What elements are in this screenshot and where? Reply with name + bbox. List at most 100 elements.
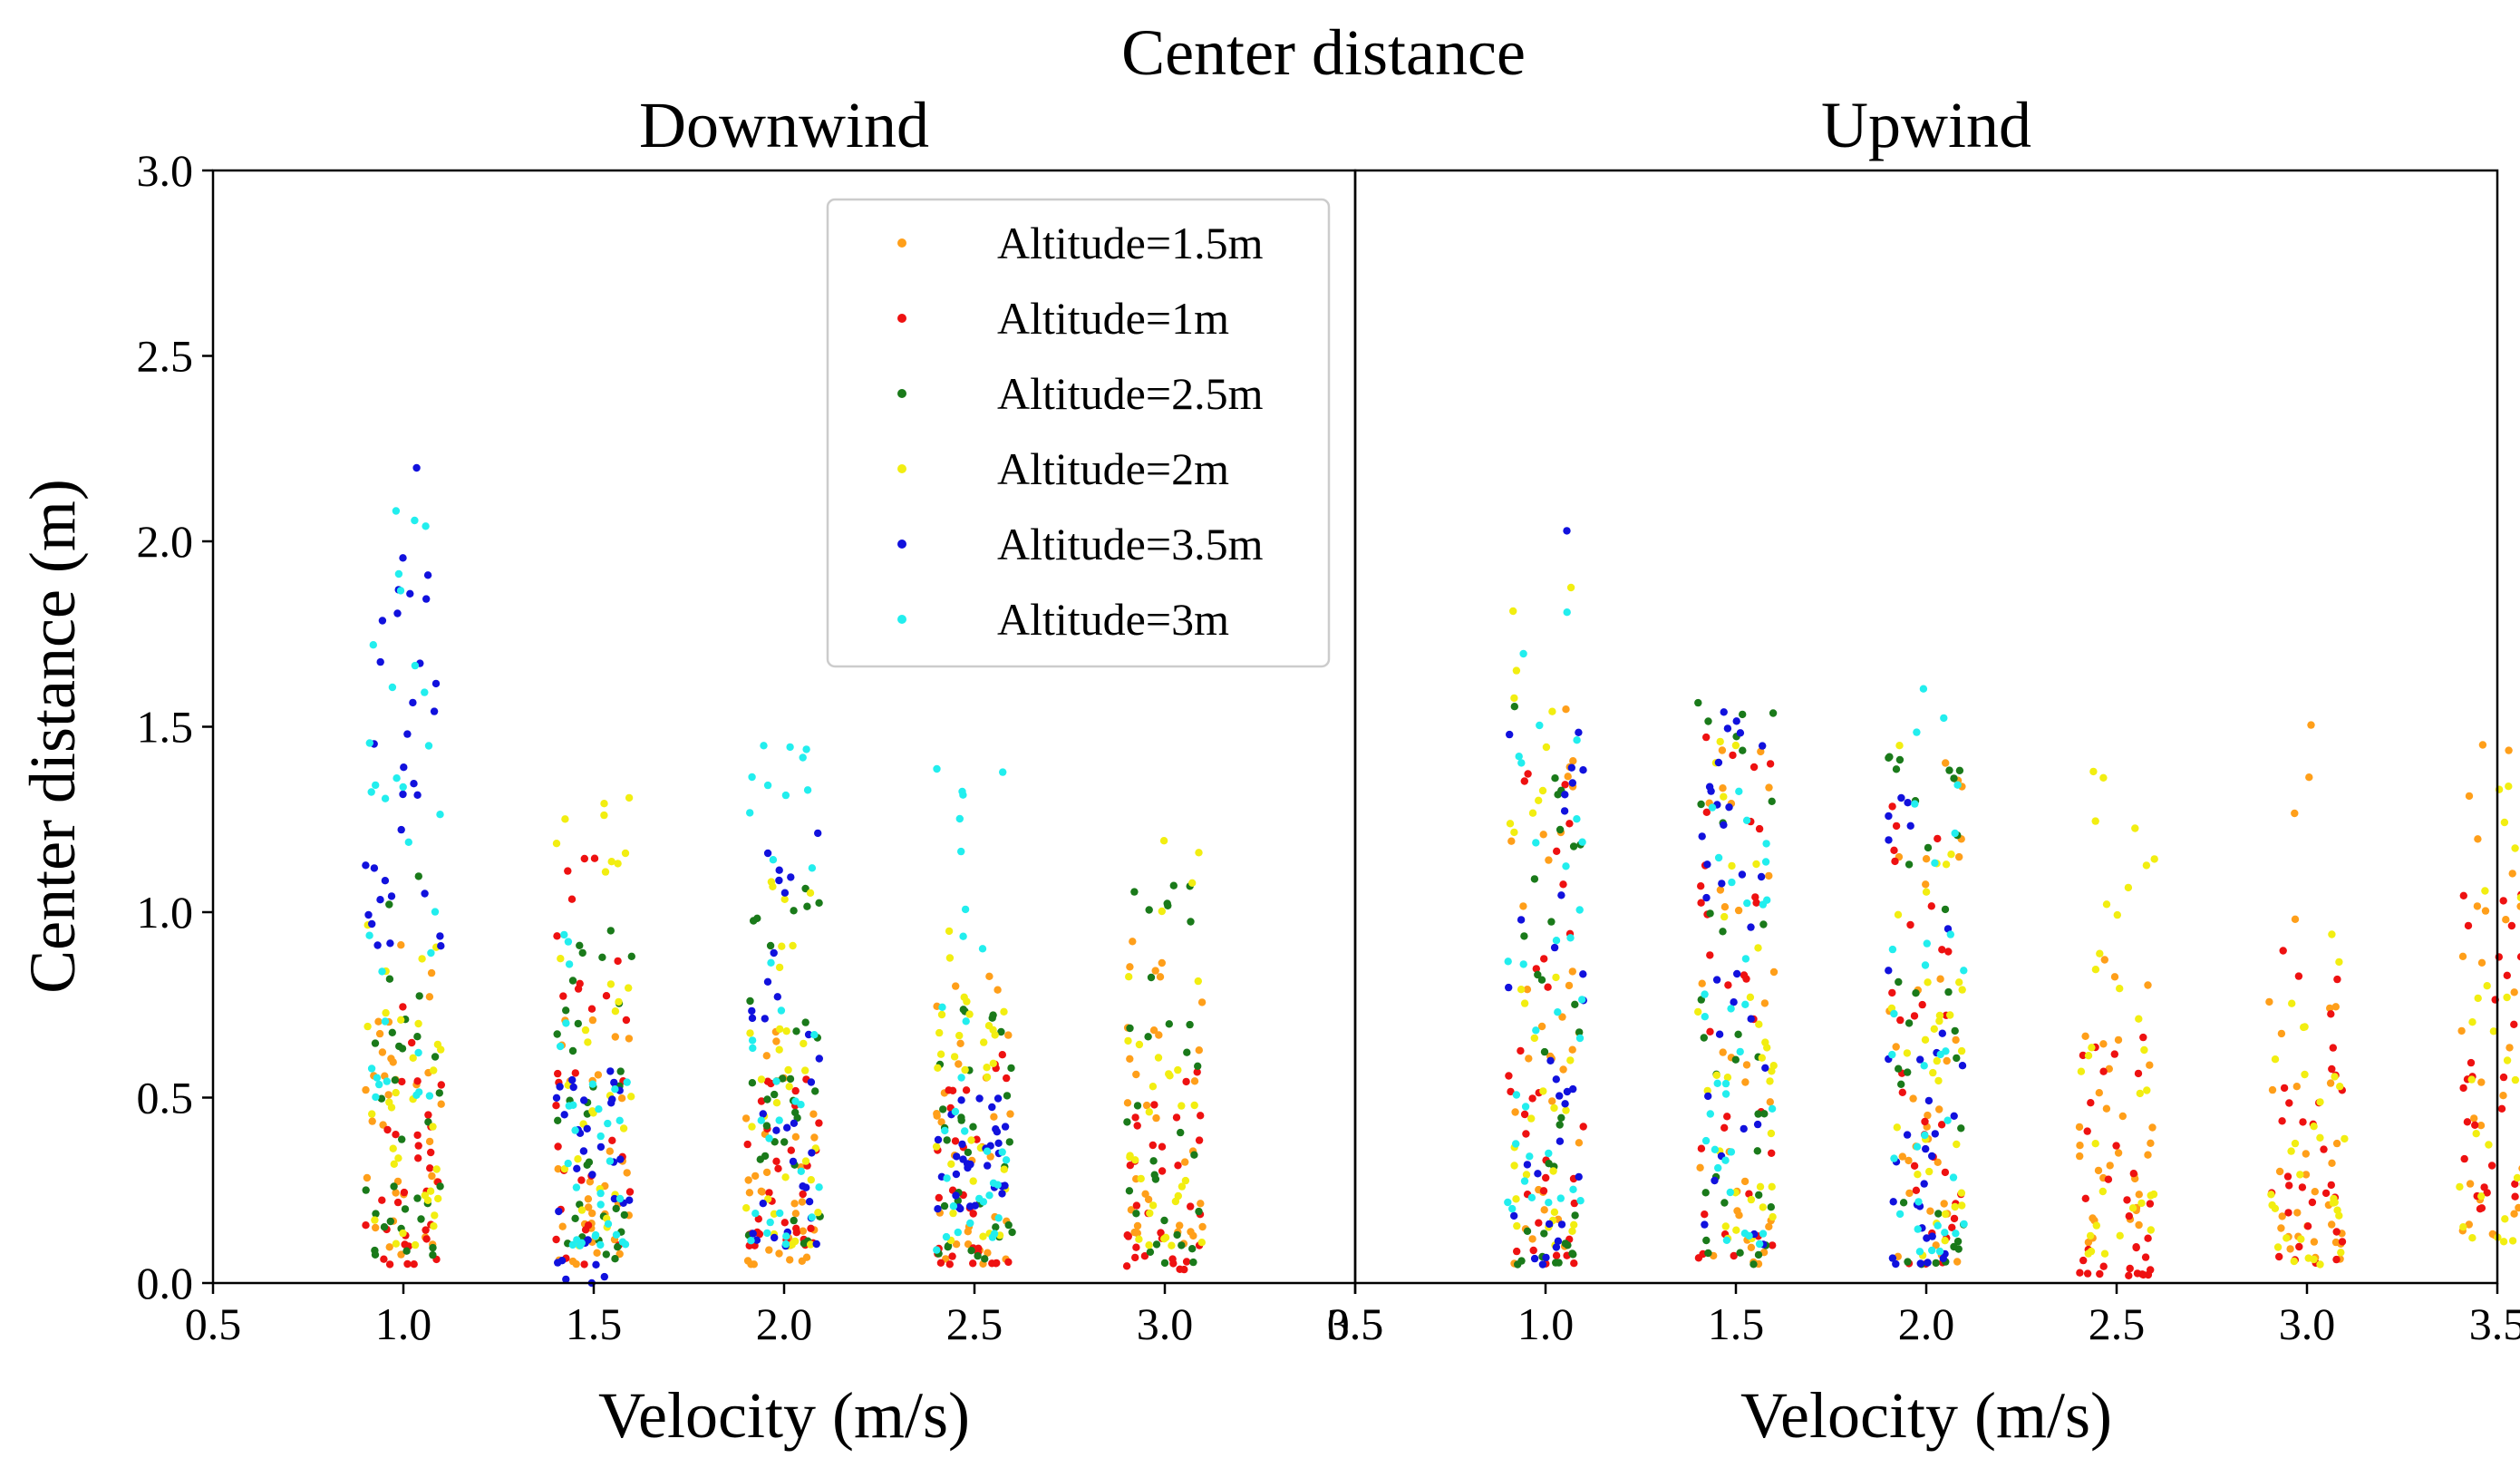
- point-altitude-3m: [383, 1077, 391, 1085]
- point-altitude-1-5m: [425, 993, 434, 1001]
- point-altitude-1-5m: [1696, 1163, 1704, 1172]
- point-altitude-2-5m: [1187, 918, 1195, 926]
- point-altitude-3-5m: [376, 896, 384, 904]
- legend-marker: [897, 238, 906, 248]
- point-altitude-2-5m: [1165, 1020, 1174, 1028]
- point-altitude-1m: [1938, 946, 1946, 954]
- point-altitude-1-5m: [1720, 903, 1730, 911]
- point-altitude-1-5m: [1198, 1222, 1207, 1231]
- point-altitude-2m: [2341, 1134, 2349, 1143]
- point-altitude-1-5m: [790, 1200, 799, 1208]
- point-altitude-1-5m: [1559, 1065, 1567, 1074]
- point-altitude-1m: [1948, 1223, 1956, 1232]
- point-altitude-2-5m: [964, 1148, 973, 1157]
- point-altitude-2-5m: [431, 1053, 440, 1061]
- point-altitude-2m: [947, 1160, 955, 1169]
- point-altitude-3m: [1713, 1079, 1721, 1088]
- point-altitude-1-5m: [1568, 1045, 1576, 1054]
- point-altitude-1m: [1532, 965, 1541, 973]
- point-altitude-1-5m: [1176, 1221, 1184, 1230]
- point-altitude-1-5m: [2307, 721, 2315, 729]
- point-altitude-2m: [801, 1157, 810, 1165]
- point-altitude-2-5m: [1125, 1187, 1134, 1195]
- point-altitude-3-5m: [1542, 1253, 1550, 1262]
- point-altitude-3-5m: [1554, 1237, 1563, 1246]
- point-altitude-1-5m: [2478, 741, 2487, 749]
- legend-entry: Altitude=1m: [997, 293, 1229, 344]
- point-altitude-2m: [2477, 1192, 2486, 1201]
- point-altitude-1m: [757, 1097, 766, 1105]
- point-altitude-2m: [2316, 1260, 2324, 1269]
- point-altitude-1-5m: [2477, 1078, 2486, 1086]
- point-altitude-2-5m: [417, 1215, 425, 1223]
- point-altitude-1-5m: [586, 1178, 595, 1186]
- point-altitude-2m: [1137, 1174, 1145, 1183]
- point-altitude-1m: [399, 1003, 407, 1011]
- point-altitude-1-5m: [1144, 1195, 1153, 1204]
- point-altitude-2m: [627, 1093, 635, 1101]
- point-altitude-2-5m: [943, 1136, 951, 1144]
- point-altitude-3m: [797, 1167, 805, 1176]
- point-altitude-2-5m: [413, 1033, 422, 1041]
- point-altitude-3m: [388, 683, 397, 692]
- point-altitude-1m: [763, 1077, 772, 1085]
- data-points: [1504, 527, 2520, 1280]
- point-altitude-1m: [2278, 1117, 2286, 1125]
- point-altitude-3m: [564, 1159, 572, 1168]
- point-altitude-2-5m: [1704, 1249, 1712, 1258]
- point-altitude-1-5m: [2328, 1220, 2336, 1229]
- point-altitude-3-5m: [1885, 836, 1893, 844]
- point-altitude-3m: [1714, 853, 1723, 862]
- point-altitude-2-5m: [1897, 1080, 1905, 1089]
- point-altitude-2m: [1568, 1227, 1576, 1236]
- point-altitude-3m: [1562, 862, 1570, 870]
- point-altitude-1m: [1921, 1117, 1929, 1126]
- point-altitude-3m: [1921, 961, 1930, 969]
- point-altitude-3m: [612, 1230, 621, 1240]
- point-altitude-1-5m: [1575, 1139, 1584, 1147]
- point-altitude-1m: [1927, 902, 1935, 910]
- point-altitude-1m: [437, 1081, 445, 1089]
- point-altitude-1-5m: [1734, 906, 1743, 915]
- point-altitude-2m: [2508, 1237, 2517, 1245]
- point-altitude-3m: [985, 1191, 993, 1200]
- point-altitude-2m: [397, 1016, 405, 1025]
- point-altitude-2-5m: [1177, 1128, 1185, 1137]
- point-altitude-1-5m: [791, 1210, 800, 1218]
- point-altitude-2m: [1720, 912, 1729, 921]
- point-altitude-1-5m: [1562, 705, 1570, 714]
- point-altitude-3m: [1545, 1149, 1553, 1158]
- point-altitude-1m: [581, 1226, 590, 1234]
- point-altitude-1m: [1910, 1012, 1919, 1020]
- point-altitude-1m: [625, 1188, 635, 1196]
- point-altitude-2m: [2147, 1191, 2155, 1200]
- point-altitude-3-5m: [413, 791, 422, 799]
- point-altitude-2-5m: [386, 1217, 394, 1226]
- point-altitude-2-5m: [1571, 1000, 1579, 1009]
- point-altitude-1m: [1513, 1247, 1521, 1256]
- point-altitude-2-5m: [815, 899, 823, 907]
- point-altitude-1m: [743, 1140, 751, 1149]
- point-altitude-2m: [775, 1045, 783, 1054]
- point-altitude-1m: [1132, 1243, 1140, 1251]
- point-altitude-1m: [936, 1259, 945, 1268]
- point-altitude-2m: [1550, 1208, 1559, 1217]
- point-altitude-1-5m: [374, 1017, 383, 1026]
- point-altitude-2m: [807, 1176, 815, 1184]
- point-altitude-1-5m: [2508, 870, 2516, 878]
- point-altitude-1m: [2327, 1010, 2335, 1018]
- point-altitude-1-5m: [1733, 1207, 1741, 1215]
- point-altitude-2m: [1171, 1197, 1180, 1206]
- point-altitude-3-5m: [1561, 791, 1569, 799]
- point-altitude-2m: [1716, 737, 1724, 746]
- point-altitude-1-5m: [379, 1121, 387, 1129]
- point-altitude-2-5m: [780, 1138, 789, 1146]
- point-altitude-2m: [389, 1144, 397, 1152]
- point-altitude-1-5m: [1519, 902, 1527, 910]
- point-altitude-1-5m: [1189, 1231, 1197, 1240]
- point-altitude-1-5m: [2473, 902, 2482, 910]
- point-altitude-1m: [2279, 947, 2287, 955]
- point-altitude-1m: [2459, 891, 2467, 899]
- point-altitude-2m: [1767, 1129, 1776, 1138]
